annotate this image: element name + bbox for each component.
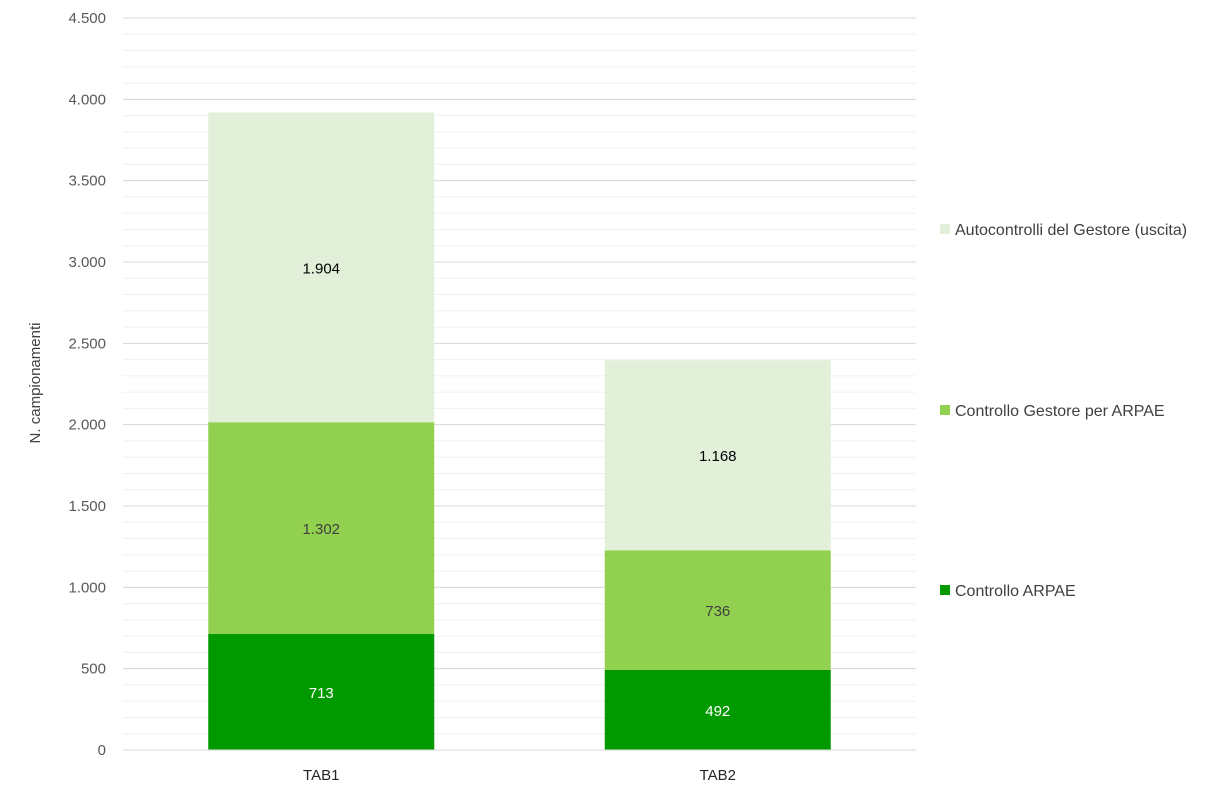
x-category-label: TAB1 [303,767,339,784]
data-label: 492 [705,703,730,720]
y-tick-label: 1.500 [68,498,106,515]
category-labels: TAB1 TAB2 [303,767,736,784]
y-tick-label: 2.000 [68,417,106,434]
bar-segment-tab1-2 [208,422,435,635]
legend-swatch [940,224,950,234]
bars [208,112,831,750]
legend-swatch [940,405,950,415]
y-tick-label: 3.000 [68,254,106,271]
legend: Controllo ARPAE Controllo Gestore per ARP… [940,222,1187,600]
data-label: 713 [309,685,334,702]
y-tick-label: 500 [81,661,106,678]
data-label: 1.168 [699,448,737,465]
y-tick-label: 4.000 [68,91,106,108]
y-tick-label: 4.500 [68,10,106,27]
bar-segment-tab2-3 [604,360,831,551]
bar-segment-tab1-3 [208,112,435,423]
data-labels: 713 1.302 1.904 492 736 1.168 [302,260,736,720]
legend-label: Autocontrolli del Gestore (uscita) [955,222,1187,239]
legend-label: Controllo Gestore per ARPAE [955,403,1165,420]
y-tick-label: 3.500 [68,173,106,190]
legend-swatch [940,585,950,595]
bar-segment-tab2-1 [604,669,831,750]
y-tick-label: 0 [98,742,106,759]
bar-segment-tab1-1 [208,634,435,750]
y-axis-ticks: 0 500 1.000 1.500 2.000 2.500 3.000 3.500 4.000 4… [68,10,106,759]
data-label: 1.904 [302,260,340,277]
data-label: 736 [705,603,730,620]
data-label: 1.302 [302,521,340,538]
y-axis-title: N. campionamenti [27,323,44,444]
y-tick-label: 1.000 [68,579,106,596]
x-category-label: TAB2 [700,767,736,784]
bar-segment-tab2-2 [604,550,831,670]
y-tick-label: 2.500 [68,335,106,352]
legend-label: Controllo ARPAE [955,583,1076,600]
